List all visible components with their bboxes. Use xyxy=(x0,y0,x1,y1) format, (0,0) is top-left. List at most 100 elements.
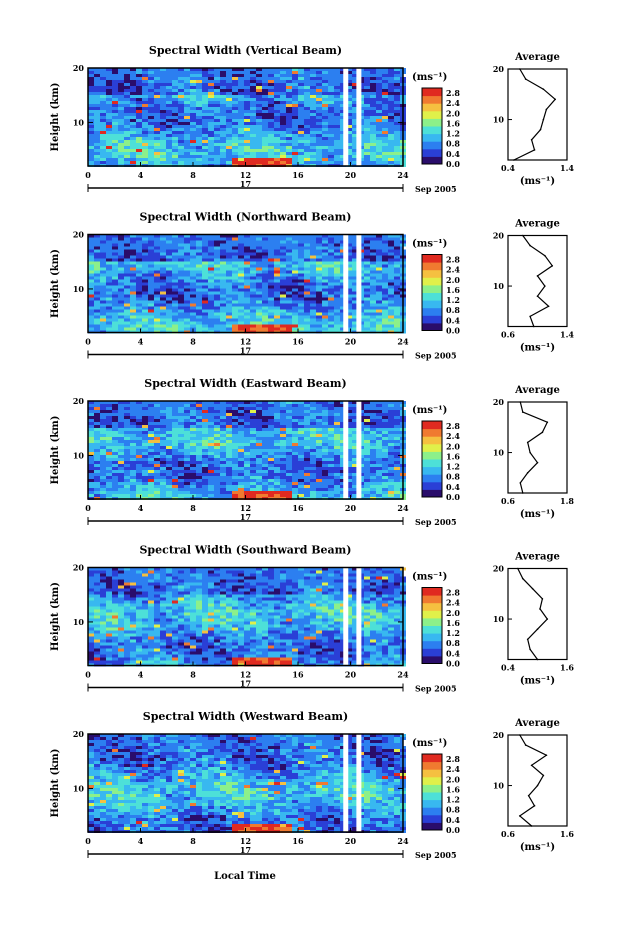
profile-point xyxy=(519,734,521,736)
colorbar-tick: 0.0 xyxy=(446,326,460,336)
x-tick-label: 20 xyxy=(345,503,357,513)
y-tick-label: 10 xyxy=(73,117,85,127)
profile-point xyxy=(545,108,548,111)
profile-x-tick: 0.4 xyxy=(501,663,515,673)
x-tick-label: 8 xyxy=(190,503,196,513)
profile-point xyxy=(533,149,536,151)
x-tick-label: 16 xyxy=(292,836,304,846)
profile-point xyxy=(526,471,529,474)
y-axis-label: Height (km) xyxy=(50,749,61,818)
x-tick-label: 12 xyxy=(240,337,251,347)
profile-line xyxy=(517,568,549,660)
month-label: Sep 2005 xyxy=(415,684,457,694)
panel-title: Spectral Width (Vertical Beam) xyxy=(149,44,342,57)
colorbar-tick: 0.8 xyxy=(446,472,460,482)
x-tick-label: 16 xyxy=(292,670,304,680)
colorbar-tick: 1.2 xyxy=(446,628,460,638)
x-tick-label: 4 xyxy=(138,670,144,680)
date-label: 17 xyxy=(240,679,251,689)
colorbar-tick: 0.8 xyxy=(446,638,460,648)
data-gap-1 xyxy=(343,567,349,666)
colorbar-unit: (ms⁻¹) xyxy=(412,738,447,749)
x-tick-label: 20 xyxy=(345,836,357,846)
x-tick-label: 12 xyxy=(240,503,251,513)
profile-x-tick: 0.6 xyxy=(501,496,515,506)
profile-line xyxy=(519,401,549,494)
profile-title: Average xyxy=(514,718,560,729)
colorbar-tick: 2.4 xyxy=(446,98,460,108)
profile-x-label: (ms⁻¹) xyxy=(520,176,555,187)
x-tick-label: 4 xyxy=(138,337,144,347)
heatmap xyxy=(88,68,406,167)
panel-title: Spectral Width (Eastward Beam) xyxy=(144,377,346,390)
profile-y-tick: 20 xyxy=(493,564,505,574)
colorbar-tick: 1.6 xyxy=(446,118,460,128)
colorbar-tick: 2.4 xyxy=(446,265,460,275)
x-tick-label: 8 xyxy=(190,337,196,347)
profile-point xyxy=(539,128,542,131)
profile-point xyxy=(519,68,521,70)
profile-y-tick: 20 xyxy=(493,730,505,740)
data-gap-1 xyxy=(343,68,349,166)
profile-point xyxy=(542,88,545,91)
y-tick-label: 20 xyxy=(73,396,85,406)
profile-x-tick: 1.6 xyxy=(560,663,574,673)
y-tick-label: 20 xyxy=(73,230,85,240)
profile-title: Average xyxy=(514,52,560,63)
profile-y-tick: 20 xyxy=(493,64,505,74)
profile-point xyxy=(524,78,527,80)
x-tick-label: 24 xyxy=(397,337,409,347)
colorbar-tick: 2.4 xyxy=(446,598,460,608)
y-axis-label: Height (km) xyxy=(50,416,61,485)
panel-title: Spectral Width (Westward Beam) xyxy=(143,710,348,723)
profile-point xyxy=(547,305,550,308)
colorbar-tick: 0.8 xyxy=(446,305,460,315)
profile-frame xyxy=(507,234,568,328)
date-label: 17 xyxy=(240,179,251,189)
y-tick-label: 10 xyxy=(73,450,85,460)
colorbar-tick: 0.4 xyxy=(446,149,460,159)
colorbar-tick: 0.4 xyxy=(446,482,460,492)
y-tick-label: 20 xyxy=(73,563,85,573)
profile-x-label: (ms⁻¹) xyxy=(520,842,555,853)
profile-x-tick: 1.4 xyxy=(560,163,574,173)
profile-x-tick: 1.4 xyxy=(560,330,574,340)
x-tick-label: 8 xyxy=(190,670,196,680)
colorbar xyxy=(421,420,443,498)
colorbar-tick: 1.6 xyxy=(446,618,460,628)
colorbar-tick: 2.8 xyxy=(446,754,460,764)
profile-point xyxy=(524,744,527,746)
heatmap xyxy=(88,734,406,833)
data-gap-1 xyxy=(343,401,349,499)
x-tick-label: 0 xyxy=(85,170,91,180)
profile-point xyxy=(554,98,556,101)
colorbar-tick: 2.8 xyxy=(446,255,460,265)
profile-point xyxy=(530,764,533,767)
data-gap-1 xyxy=(343,234,349,333)
colorbar-tick: 0.0 xyxy=(446,825,460,835)
profile-point xyxy=(536,275,539,277)
x-tick-label: 20 xyxy=(345,670,357,680)
colorbar-tick: 2.8 xyxy=(446,421,460,431)
profile-x-tick: 1.8 xyxy=(560,496,574,506)
profile-point xyxy=(513,159,515,161)
x-tick-label: 24 xyxy=(397,836,409,846)
x-tick-label: 12 xyxy=(240,170,251,180)
profile-point xyxy=(526,441,529,444)
profile-point xyxy=(521,577,524,580)
colorbar-tick: 1.2 xyxy=(446,295,460,305)
profile-frame xyxy=(507,401,568,494)
panel-2: Spectral Width (Northward Beam) 10 20 Heigh… xyxy=(50,211,574,361)
profile-point xyxy=(517,567,519,570)
profile-y-tick: 10 xyxy=(493,614,505,624)
colorbar-tick: 1.2 xyxy=(446,129,460,139)
x-tick-label: 12 xyxy=(240,670,251,680)
profile-point xyxy=(529,451,531,454)
profile-line xyxy=(522,235,554,327)
x-tick-label: 0 xyxy=(85,836,91,846)
profile-point xyxy=(544,254,546,257)
profile-point xyxy=(551,265,554,267)
profile-point xyxy=(527,794,530,797)
colorbar-tick: 1.2 xyxy=(446,795,460,805)
